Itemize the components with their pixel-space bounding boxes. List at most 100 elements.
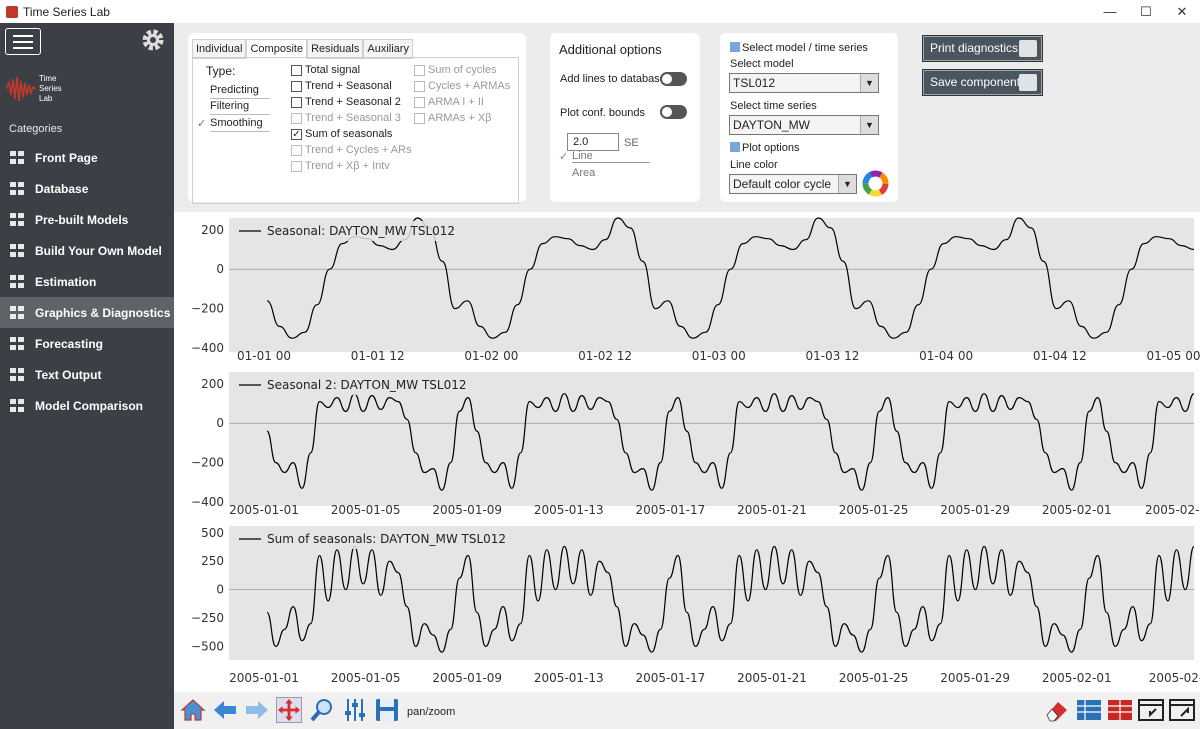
minimize-button[interactable]: — <box>1103 4 1117 19</box>
additional-options-title: Additional options <box>559 42 662 57</box>
checkbox-icon[interactable] <box>291 64 302 76</box>
close-button[interactable]: ✕ <box>1176 4 1188 19</box>
sidebar-item-front-page[interactable]: Front Page <box>0 142 174 173</box>
home-icon[interactable] <box>180 697 206 723</box>
line-color-label: Line color <box>730 159 778 171</box>
compare-icon <box>10 398 25 413</box>
y-tick-label: 500 <box>201 526 224 540</box>
save-components-button[interactable]: Save components <box>923 70 1042 95</box>
checkbox-icon[interactable] <box>291 96 302 108</box>
sidebar-item-forecasting[interactable]: Forecasting <box>0 328 174 359</box>
hamburger-menu-icon[interactable] <box>5 28 41 55</box>
expand-icon[interactable] <box>730 42 740 52</box>
sidebar-item-label: Text Output <box>35 367 102 382</box>
y-tick-label: −200 <box>191 302 224 316</box>
checkbox-trend-x-intv[interactable]: Trend + Xβ + Intv <box>291 160 390 172</box>
sidebar-item-model-comparison[interactable]: Model Comparison <box>0 390 174 421</box>
title-bar: Time Series Lab — ☐ ✕ <box>0 0 1200 23</box>
x-tick-label: 2005-01-17 <box>636 671 706 685</box>
tab-individual[interactable]: Individual <box>192 39 247 59</box>
zoom-magnifier-icon[interactable] <box>309 697 335 723</box>
y-tick-label: −250 <box>191 611 224 625</box>
sidebar-item-pre-built-models[interactable]: Pre-built Models <box>0 204 174 235</box>
checkbox-icon[interactable] <box>414 64 425 76</box>
checkbox-icon[interactable] <box>414 96 425 108</box>
checkbox-icon[interactable] <box>414 112 425 124</box>
tab-residuals[interactable]: Residuals <box>307 39 364 59</box>
additional-options-panel: Additional options Add lines to database… <box>550 33 700 202</box>
type-predicting[interactable]: Predicting <box>210 84 270 99</box>
x-tick-label: 2005-02- <box>1149 671 1200 685</box>
floppy-icon <box>1019 74 1037 91</box>
configure-sliders-icon[interactable] <box>342 697 368 723</box>
maximize-button[interactable]: ☐ <box>1140 4 1152 19</box>
sidebar-item-build-your-own-model[interactable]: Build Your Own Model <box>0 235 174 266</box>
style-area[interactable]: Area <box>572 167 596 179</box>
type-smoothing[interactable]: Smoothing <box>197 117 270 132</box>
plot-options-header[interactable]: Plot options <box>730 142 799 154</box>
back-arrow-icon[interactable] <box>212 697 238 723</box>
checkbox-total-signal[interactable]: Total signal <box>291 64 360 76</box>
sum-seasonals-chart[interactable]: 500 250 0 −250 −500 2005-01-01 2005-01-05 2005-… <box>174 520 1200 692</box>
checkbox-icon[interactable] <box>291 144 302 156</box>
chevron-down-icon: ▼ <box>860 116 878 134</box>
type-filtering[interactable]: Filtering <box>210 100 270 115</box>
window-expand-icon[interactable] <box>1169 697 1195 723</box>
series-line <box>266 545 1195 653</box>
x-tick-label: 2005-01-13 <box>534 503 604 517</box>
layout-blue-icon[interactable] <box>1076 697 1102 723</box>
checkbox-trend-seasonal-3[interactable]: Trend + Seasonal 3 <box>291 112 401 124</box>
x-tick-label: 2005-01-13 <box>534 671 604 685</box>
checkbox-armas-x[interactable]: ARMAs + Xβ <box>414 112 491 124</box>
checkbox-arma-i-ii[interactable]: ARMA I + II <box>414 96 484 108</box>
checkbox-icon[interactable] <box>291 160 302 172</box>
seasonal2-chart[interactable]: 200 0 −200 −400 2005-01-01 2005-01-05 2005-01-… <box>174 366 1200 520</box>
eraser-icon[interactable] <box>1044 697 1070 723</box>
tab-auxiliary[interactable]: Auxiliary <box>363 39 413 59</box>
y-tick-label: 0 <box>216 262 224 276</box>
tab-composite[interactable]: Composite <box>246 39 308 59</box>
checkbox-label: Trend + Cycles + ARs <box>305 144 412 156</box>
pan-move-icon[interactable] <box>276 697 302 723</box>
x-tick-label: 2005-01-05 <box>331 503 401 517</box>
save-figure-icon[interactable] <box>374 697 400 723</box>
print-diagnostics-button[interactable]: Print diagnostics <box>923 36 1042 61</box>
checkbox-sum-of-seasonals[interactable]: ✓ Sum of seasonals <box>291 128 392 140</box>
sidebar-item-estimation[interactable]: Estimation <box>0 266 174 297</box>
x-tick-label: 2005-02-01 <box>1042 503 1112 517</box>
checkbox-icon[interactable] <box>414 80 425 92</box>
plot-conf-toggle[interactable] <box>660 105 687 119</box>
sidebar-item-graphics-diagnostics[interactable]: Graphics & Diagnostics <box>0 297 174 328</box>
x-tick-label: 01-01 12 <box>351 349 405 363</box>
forward-arrow-icon[interactable] <box>244 697 270 723</box>
sidebar-item-text-output[interactable]: Text Output <box>0 359 174 390</box>
checked-box-icon[interactable]: ✓ <box>291 128 302 140</box>
checkbox-icon[interactable] <box>291 112 302 124</box>
x-tick-label: 01-05 00 <box>1147 349 1200 363</box>
series-combo[interactable]: DAYTON_MW ▼ <box>729 115 879 135</box>
checkbox-trend-seasonal-2[interactable]: Trend + Seasonal 2 <box>291 96 401 108</box>
plot-area[interactable]: 200 0 −200 −400 01-01 00 01-01 12 01-02 00 01-0… <box>174 212 1200 692</box>
window-split-icon[interactable] <box>1138 697 1164 723</box>
series-line <box>266 393 1195 491</box>
sidebar-item-database[interactable]: Database <box>0 173 174 204</box>
seasonal-chart[interactable]: 200 0 −200 −400 01-01 00 01-01 12 01-02 00 01-0… <box>174 212 1200 366</box>
checkbox-cycles-armas[interactable]: Cycles + ARMAs <box>414 80 510 92</box>
add-lines-toggle[interactable] <box>660 72 687 86</box>
sidebar-item-label: Pre-built Models <box>35 212 129 227</box>
line-color-combo[interactable]: Default color cycle ▼ <box>729 174 857 194</box>
checkbox-icon[interactable] <box>291 80 302 92</box>
x-tick-label: 01-03 12 <box>805 349 859 363</box>
color-wheel-icon[interactable] <box>862 170 889 197</box>
checkbox-trend-cycles-ars[interactable]: Trend + Cycles + ARs <box>291 144 412 156</box>
y-tick-label: −400 <box>191 341 224 355</box>
gear-icon[interactable] <box>140 27 166 53</box>
checkbox-trend-seasonal[interactable]: Trend + Seasonal <box>291 80 392 92</box>
style-line[interactable]: Line <box>572 150 650 163</box>
model-combo[interactable]: TSL012 ▼ <box>729 73 879 93</box>
layout-red-icon[interactable] <box>1107 697 1133 723</box>
x-tick-label: 2005-01-01 <box>229 503 299 517</box>
checkbox-sum-of-cycles[interactable]: Sum of cycles <box>414 64 496 76</box>
checkbox-label: Trend + Seasonal <box>305 80 392 92</box>
se-input[interactable]: 2.0 <box>567 133 619 151</box>
